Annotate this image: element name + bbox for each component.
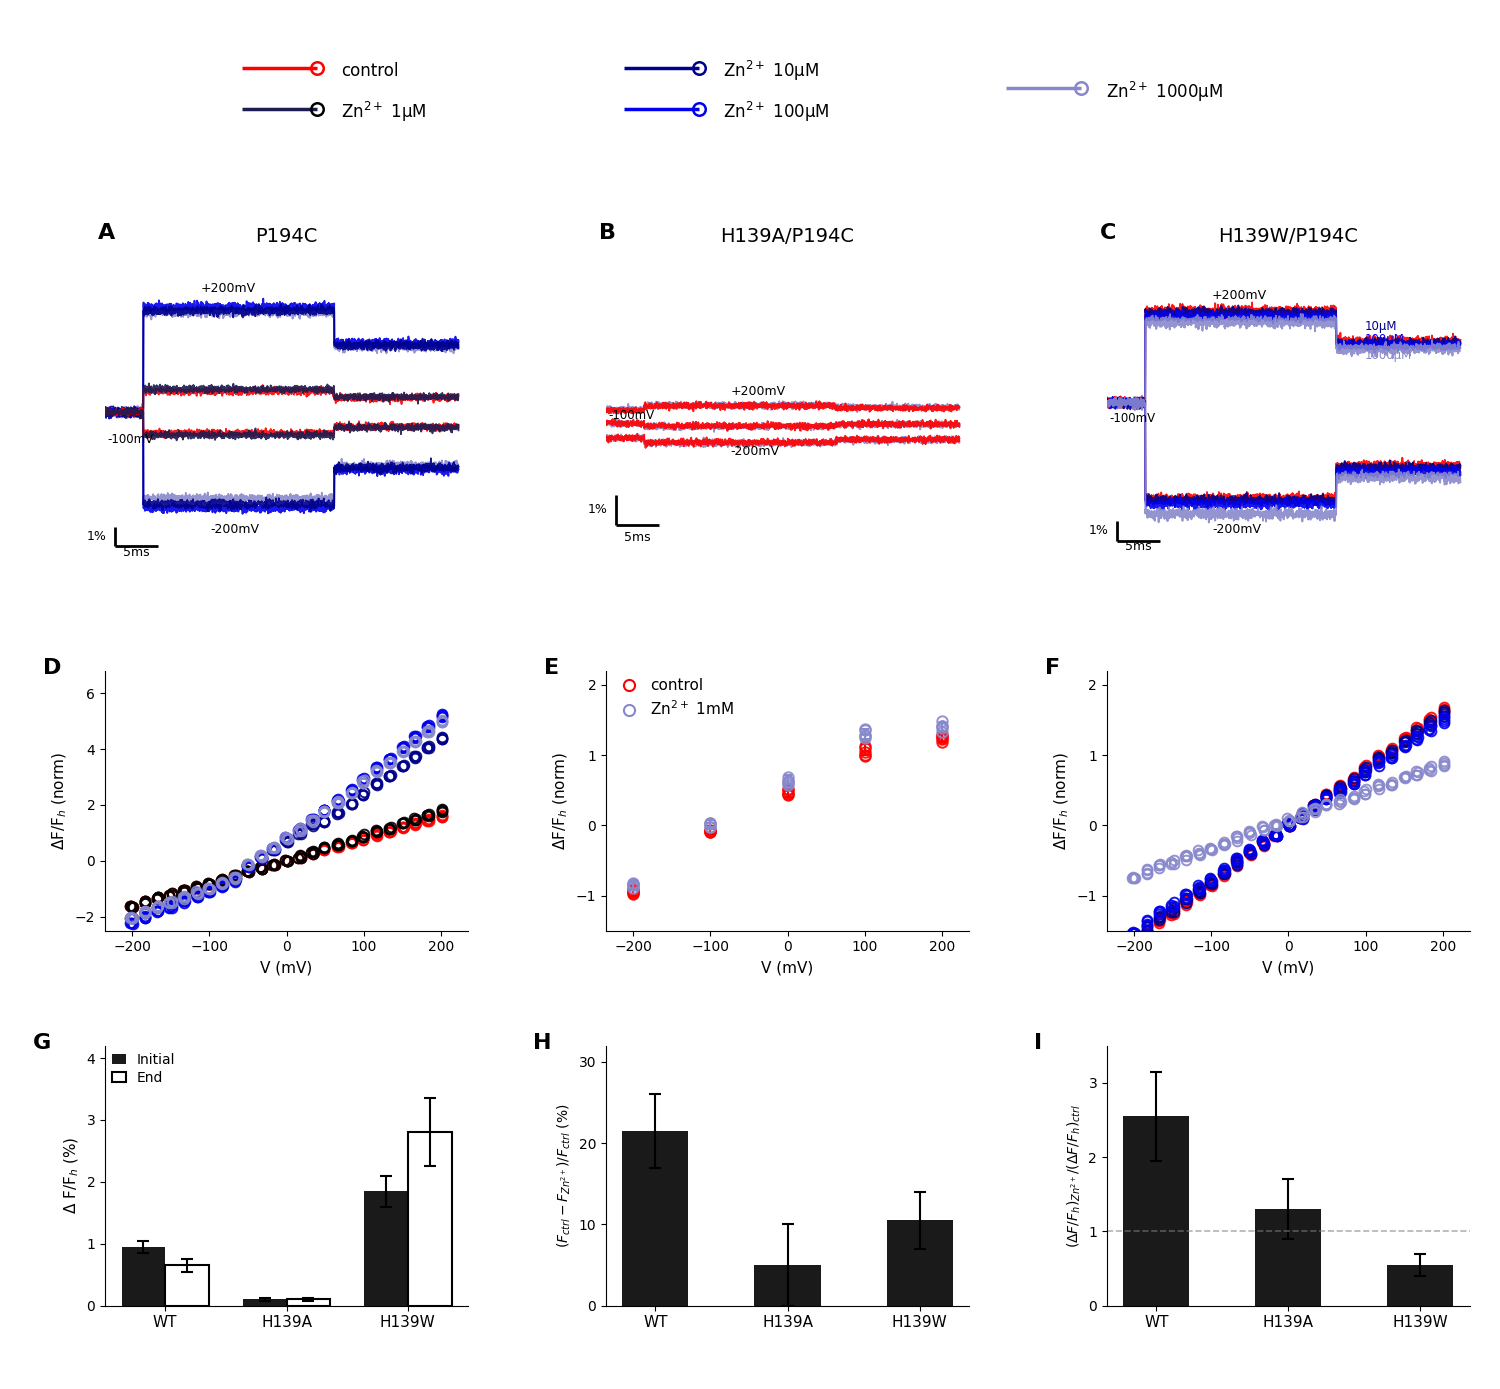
X-axis label: V (mV): V (mV) xyxy=(261,960,312,975)
Y-axis label: $(\Delta F/F_h)_{Zn^{2+}}/(\Delta F/F_h)_{ctrl}$: $(\Delta F/F_h)_{Zn^{2+}}/(\Delta F/F_h)… xyxy=(1065,1103,1083,1247)
Text: +200mV: +200mV xyxy=(730,385,786,399)
Text: G: G xyxy=(33,1032,51,1053)
Y-axis label: $(F_{ctrl} - F_{Zn^{2+}})/F_{ctrl}$ (%): $(F_{ctrl} - F_{Zn^{2+}})/F_{ctrl}$ (%) xyxy=(555,1103,573,1249)
Text: -100mV: -100mV xyxy=(106,433,153,446)
Y-axis label: $\Delta$ F/F$_h$ (%): $\Delta$ F/F$_h$ (%) xyxy=(63,1138,81,1214)
Text: F: F xyxy=(1046,658,1060,678)
Text: -200mV: -200mV xyxy=(1212,522,1261,536)
Text: I: I xyxy=(1035,1032,1042,1053)
Text: 1000μM: 1000μM xyxy=(1365,349,1411,361)
Text: +200mV: +200mV xyxy=(1212,289,1268,303)
Text: 1%: 1% xyxy=(588,503,608,517)
Text: H: H xyxy=(534,1032,552,1053)
Text: -200mV: -200mV xyxy=(210,522,260,536)
Bar xyxy=(1256,1208,1322,1306)
Text: -100mV: -100mV xyxy=(608,408,654,422)
Bar xyxy=(243,1300,286,1306)
Text: Zn$^{2+}$ 100μM: Zn$^{2+}$ 100μM xyxy=(723,100,830,124)
Legend: Initial, End: Initial, End xyxy=(112,1053,176,1085)
Text: H139W/P194C: H139W/P194C xyxy=(1218,228,1359,246)
X-axis label: V (mV): V (mV) xyxy=(762,960,813,975)
Y-axis label: $\Delta$F/F$_h$ (norm): $\Delta$F/F$_h$ (norm) xyxy=(1053,751,1071,850)
Text: 5ms: 5ms xyxy=(123,546,150,558)
Bar xyxy=(754,1265,820,1306)
Legend: control, Zn$^{2+}$ 1mM: control, Zn$^{2+}$ 1mM xyxy=(614,678,734,718)
Text: D: D xyxy=(44,658,62,678)
Text: -100mV: -100mV xyxy=(1108,411,1155,425)
Bar xyxy=(122,1247,165,1306)
Text: Zn$^{2+}$ 1μM: Zn$^{2+}$ 1μM xyxy=(340,100,426,124)
Text: H139A/P194C: H139A/P194C xyxy=(720,228,855,246)
Text: 5ms: 5ms xyxy=(1125,540,1152,553)
Text: C: C xyxy=(1100,224,1116,243)
X-axis label: V (mV): V (mV) xyxy=(1263,960,1314,975)
Text: Zn$^{2+}$ 1000μM: Zn$^{2+}$ 1000μM xyxy=(1106,79,1222,104)
Text: 10μM: 10μM xyxy=(1365,319,1398,333)
Text: B: B xyxy=(598,224,615,243)
Text: +200mV: +200mV xyxy=(201,282,255,294)
Text: 1%: 1% xyxy=(1089,525,1108,538)
Text: 5ms: 5ms xyxy=(624,531,651,543)
Text: E: E xyxy=(544,658,560,678)
Text: 100μM: 100μM xyxy=(1365,333,1406,346)
Text: A: A xyxy=(98,224,116,243)
Text: Zn$^{2+}$ 10μM: Zn$^{2+}$ 10μM xyxy=(723,60,819,83)
Bar xyxy=(364,1192,408,1306)
Y-axis label: $\Delta$F/F$_h$ (norm): $\Delta$F/F$_h$ (norm) xyxy=(51,751,69,850)
Text: 1%: 1% xyxy=(87,531,106,543)
Bar xyxy=(1388,1265,1454,1306)
Text: P194C: P194C xyxy=(255,228,318,246)
Bar xyxy=(286,1300,330,1306)
Bar xyxy=(1124,1117,1190,1306)
Bar xyxy=(886,1221,952,1306)
Bar xyxy=(622,1131,688,1306)
Bar xyxy=(165,1265,209,1306)
Bar xyxy=(408,1132,452,1306)
Y-axis label: $\Delta$F/F$_h$ (norm): $\Delta$F/F$_h$ (norm) xyxy=(552,751,570,850)
Text: control: control xyxy=(340,63,399,81)
Text: -200mV: -200mV xyxy=(730,444,778,458)
